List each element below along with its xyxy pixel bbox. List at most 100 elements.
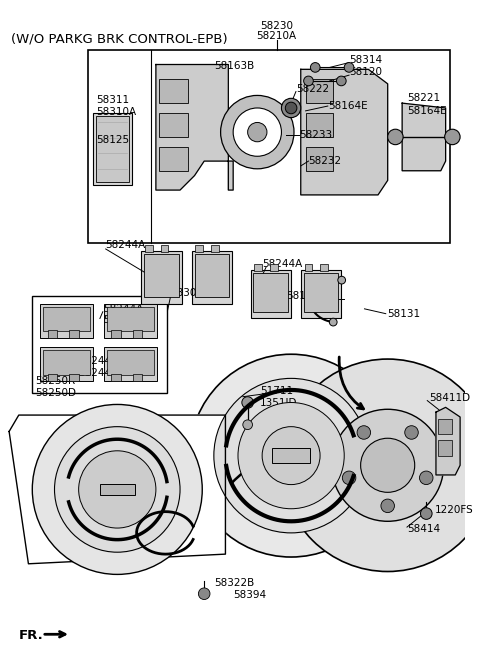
Bar xyxy=(301,270,341,319)
Text: 51711: 51711 xyxy=(260,386,293,396)
Bar xyxy=(251,270,291,319)
Circle shape xyxy=(332,409,444,521)
Bar xyxy=(48,374,58,381)
Bar xyxy=(104,348,157,381)
Bar xyxy=(142,251,182,304)
Circle shape xyxy=(242,397,253,408)
Bar xyxy=(195,245,203,252)
Text: 58164E: 58164E xyxy=(407,106,446,116)
Bar xyxy=(304,273,338,312)
Bar xyxy=(145,245,153,252)
Text: 58222: 58222 xyxy=(296,84,329,94)
Text: 58131: 58131 xyxy=(388,309,421,319)
Bar xyxy=(133,374,143,381)
Circle shape xyxy=(405,426,418,439)
Circle shape xyxy=(329,319,337,326)
Circle shape xyxy=(198,588,210,600)
Text: 58164E: 58164E xyxy=(328,101,367,111)
Text: 58244A: 58244A xyxy=(103,315,143,325)
Text: 58232: 58232 xyxy=(309,156,342,166)
Circle shape xyxy=(344,63,354,72)
Text: 58230: 58230 xyxy=(260,21,293,31)
Circle shape xyxy=(262,427,320,485)
Bar xyxy=(133,330,143,338)
Bar xyxy=(96,116,129,182)
Bar xyxy=(306,113,333,137)
Text: 58163B: 58163B xyxy=(214,61,254,71)
Circle shape xyxy=(190,354,393,557)
Bar xyxy=(270,265,277,271)
Circle shape xyxy=(420,471,433,485)
Bar xyxy=(194,254,229,297)
Text: 58125: 58125 xyxy=(96,135,129,145)
Text: 58411D: 58411D xyxy=(429,393,470,403)
Circle shape xyxy=(214,378,368,533)
Text: 58310A: 58310A xyxy=(96,107,136,117)
Bar xyxy=(306,79,333,103)
Bar xyxy=(159,113,188,137)
Bar xyxy=(111,374,121,381)
Circle shape xyxy=(281,98,301,118)
Text: 58302: 58302 xyxy=(170,289,204,299)
Bar xyxy=(305,265,312,271)
Bar xyxy=(438,419,452,434)
Polygon shape xyxy=(9,415,226,564)
Circle shape xyxy=(444,129,460,145)
Bar xyxy=(88,50,450,243)
Circle shape xyxy=(55,427,180,552)
Bar xyxy=(32,297,168,393)
Text: 1220FS: 1220FS xyxy=(435,505,474,515)
Circle shape xyxy=(304,76,313,86)
Bar xyxy=(100,483,135,495)
Circle shape xyxy=(357,426,371,439)
Circle shape xyxy=(420,508,432,519)
Text: 1351JD: 1351JD xyxy=(260,398,298,408)
Text: (W/O PARKG BRK CONTROL-EPB): (W/O PARKG BRK CONTROL-EPB) xyxy=(11,33,228,46)
Text: 58244A: 58244A xyxy=(103,304,143,314)
Text: 58311: 58311 xyxy=(96,95,129,105)
Circle shape xyxy=(281,359,480,571)
Polygon shape xyxy=(156,65,233,190)
Bar xyxy=(107,307,154,331)
Bar xyxy=(107,350,154,374)
Polygon shape xyxy=(402,103,445,171)
Bar xyxy=(159,79,188,103)
Circle shape xyxy=(248,122,267,142)
Bar xyxy=(69,374,79,381)
Bar xyxy=(211,245,219,252)
Bar xyxy=(104,304,157,338)
Bar xyxy=(40,304,93,338)
Bar xyxy=(306,146,333,171)
Circle shape xyxy=(238,402,344,509)
Text: 58244A: 58244A xyxy=(79,356,119,366)
Text: 58244A: 58244A xyxy=(79,368,119,378)
Bar xyxy=(159,146,188,171)
Circle shape xyxy=(336,76,346,86)
Text: 58250D: 58250D xyxy=(35,388,76,398)
Text: 58250R: 58250R xyxy=(35,376,75,386)
Bar xyxy=(253,273,288,312)
Text: 58314: 58314 xyxy=(349,55,382,65)
Circle shape xyxy=(221,95,294,169)
Bar xyxy=(69,330,79,338)
Circle shape xyxy=(338,276,346,284)
Bar xyxy=(320,265,328,271)
Bar xyxy=(43,350,90,374)
Bar xyxy=(161,245,168,252)
Circle shape xyxy=(32,404,202,575)
Text: 58244A: 58244A xyxy=(262,259,302,269)
Bar xyxy=(111,330,121,338)
Text: 58244A: 58244A xyxy=(106,240,146,250)
Text: 58233: 58233 xyxy=(299,130,332,140)
Bar xyxy=(254,265,262,271)
Circle shape xyxy=(388,129,403,145)
Bar xyxy=(438,440,452,456)
Text: 58414: 58414 xyxy=(407,524,440,534)
Polygon shape xyxy=(436,408,460,475)
Circle shape xyxy=(360,438,415,492)
Text: FR.: FR. xyxy=(19,630,44,642)
Bar xyxy=(48,330,58,338)
Bar xyxy=(144,254,179,297)
Circle shape xyxy=(285,102,297,114)
Bar xyxy=(40,348,93,381)
